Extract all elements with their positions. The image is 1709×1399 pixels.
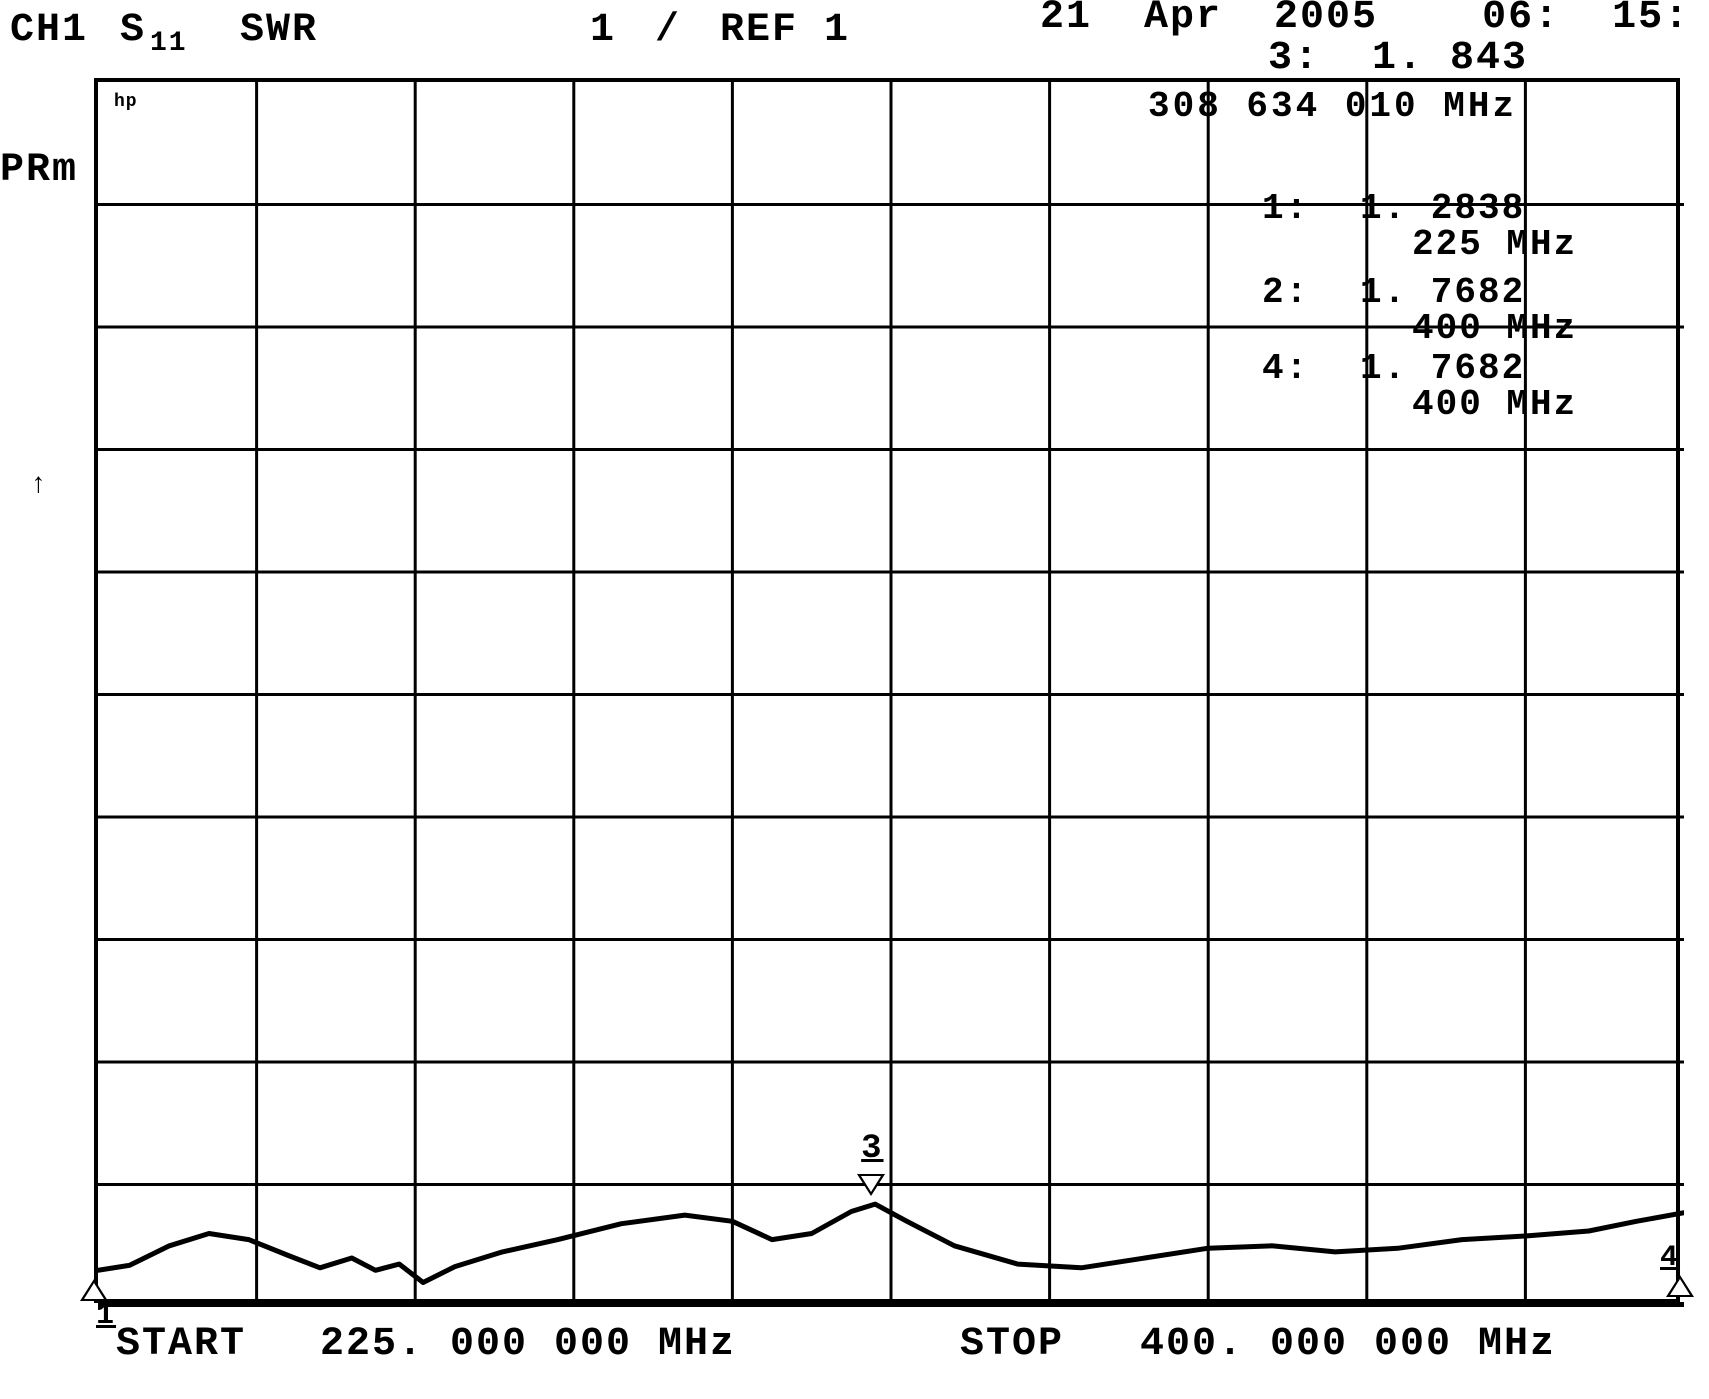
- marker-frequency: 308 634 010 MHz: [1148, 86, 1517, 127]
- timestamp: 21 Apr 2005 06: 15: 11: [1040, 0, 1709, 40]
- format-label: SWR: [240, 8, 318, 53]
- start-label: START: [116, 1322, 246, 1367]
- channel-label: CH1: [10, 8, 88, 53]
- start-value: 225. 000 000 MHz: [320, 1322, 736, 1367]
- active-marker-readout: 3: 1. 843: [1268, 36, 1528, 81]
- marker4-id: 4:: [1262, 348, 1309, 389]
- stop-value: 400. 000 000 MHz: [1140, 1322, 1556, 1367]
- prm-label: PRm: [0, 148, 78, 193]
- marker4-indicator-label: 4: [1660, 1241, 1680, 1275]
- marker3-triangle-icon: [857, 1174, 885, 1196]
- marker1-triangle-icon: [80, 1279, 108, 1301]
- marker1-indicator-label: 1: [96, 1299, 116, 1333]
- marker2-freq: 400 MHz: [1412, 308, 1577, 349]
- marker1-freq: 225 MHz: [1412, 224, 1577, 265]
- stop-label: STOP: [960, 1322, 1064, 1367]
- marker2-id: 2:: [1262, 272, 1309, 313]
- scale-slash: /: [655, 8, 681, 53]
- ref-label: REF 1: [720, 8, 850, 53]
- s-param-sub: 11: [150, 28, 188, 59]
- marker4-freq: 400 MHz: [1412, 384, 1577, 425]
- vna-screenshot: CH1 S 11 SWR 1 / REF 1 21 Apr 2005 06: 1…: [0, 0, 1709, 1399]
- ref-arrow-icon: ↑: [30, 470, 47, 501]
- marker2-value: 1. 7682: [1360, 272, 1525, 313]
- marker1-id: 1:: [1262, 188, 1309, 229]
- marker3-label: 3: [861, 1130, 883, 1168]
- marker1-value: 1. 2838: [1360, 188, 1525, 229]
- marker4-triangle-icon: [1666, 1275, 1694, 1297]
- hp-logo-label: hp: [114, 92, 138, 112]
- marker4-value: 1. 7682: [1360, 348, 1525, 389]
- s-param-main: S: [120, 8, 146, 53]
- scale-value: 1: [590, 8, 616, 53]
- plot-svg: [98, 82, 1684, 1307]
